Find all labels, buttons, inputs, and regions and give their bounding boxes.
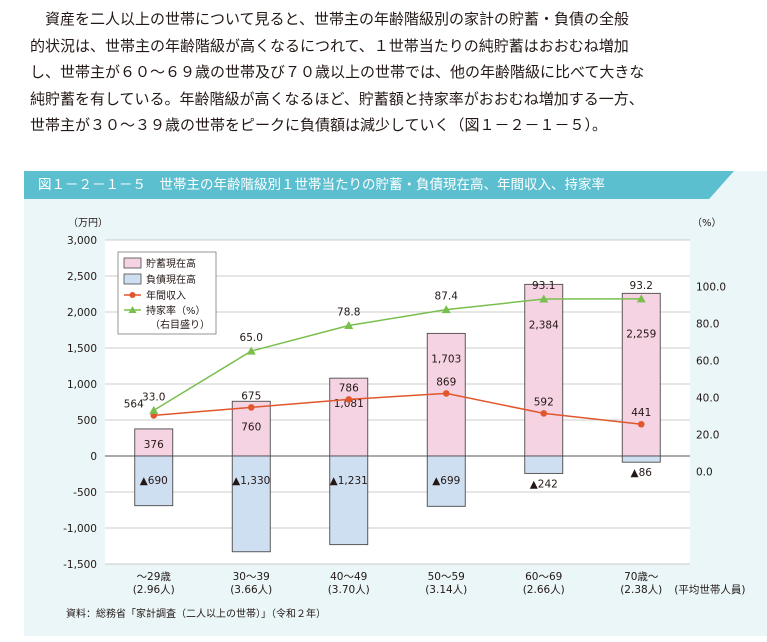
debt-value-label: ▲242 (530, 478, 558, 490)
income-value-label: 441 (631, 407, 651, 419)
category-label: 30～39 (233, 571, 270, 583)
income-point (540, 410, 548, 417)
debt-bar (134, 455, 174, 507)
left-tick-label: 3,000 (67, 235, 97, 247)
left-tick-label: 2,000 (67, 307, 97, 319)
debt-value-label: ▲1,330 (232, 475, 270, 487)
legend-ownership-note: （右目盛り） (150, 318, 210, 331)
ownership-line (153, 298, 642, 411)
paragraph-line: 純貯蓄を有している。年齢階級が高くなるほど、貯蓄額と持家率がおおむね増加する一方… (30, 89, 644, 108)
legend-savings-swatch (123, 257, 142, 269)
income-point (345, 396, 353, 403)
right-tick-label: 40.0 (696, 392, 719, 404)
paragraph-line: し、世帯主が６０～６９歳の世帯及び７０歳以上の世帯では、他の年齢階級に比べて大き… (30, 63, 645, 81)
paragraph-line: 世帯主が３０～３９歳の世帯をピークに負債額は減少していく（図１－２－１－５）。 (30, 116, 608, 134)
category-label: ～29歳 (137, 571, 172, 583)
left-tick-label: -1,000 (63, 523, 97, 535)
category-label: 40～49 (330, 571, 367, 583)
savings-value-label: 2,384 (529, 319, 559, 331)
income-point (442, 390, 450, 397)
ownership-point (441, 305, 451, 314)
left-tick-label: 500 (77, 415, 97, 427)
category-persons-label: (2.96人) (133, 584, 175, 596)
left-tick-label: 1,500 (67, 343, 97, 355)
left-tick-label: -1,500 (63, 559, 97, 571)
ownership-point (539, 294, 549, 303)
body-paragraph: 資産を二人以上の世帯について見ると、世帯主の年齢階級別の家計の貯蓄・負債の全般 … (30, 6, 760, 139)
figure-header-band (24, 171, 734, 199)
legend-debt-label: 負債現在高 (146, 273, 196, 286)
category-persons-label: (3.70人) (328, 584, 370, 596)
income-value-label: 592 (534, 396, 554, 408)
debt-bar (621, 455, 661, 463)
category-persons-label: (2.38人) (620, 584, 662, 596)
ownership-point (246, 346, 256, 355)
savings-value-label: 760 (241, 421, 261, 433)
figure-title: 図１－２－１－５ 世帯主の年齢階級別１世帯当たりの貯蓄・負債現在高、年間収入、持… (38, 177, 605, 193)
paragraph-line: 的状況は、世帯主の年齢階級が高くなるにつれて、１世帯当たりの純貯蓄はおおむね増加 (30, 36, 629, 55)
income-value-label: 786 (339, 382, 359, 394)
income-line (153, 392, 642, 425)
paragraph-line: 資産を二人以上の世帯について見ると、世帯主の年齢階級別の家計の貯蓄・負債の全般 (30, 10, 629, 28)
debt-value-label: ▲690 (140, 475, 168, 487)
category-label: 50～59 (428, 571, 465, 583)
ownership-value-label: 78.8 (337, 307, 360, 319)
income-value-label: 869 (436, 376, 456, 388)
category-persons-label: (3.66人) (230, 584, 272, 596)
left-tick-label: 1,000 (67, 379, 97, 391)
category-persons-label: (2.66人) (523, 584, 565, 596)
debt-value-label: ▲699 (432, 475, 460, 487)
legend-income-marker (129, 292, 136, 298)
savings-bar (621, 292, 661, 457)
income-point (637, 420, 645, 428)
savings-value-label: 1,081 (334, 398, 364, 410)
legend-ownership-marker (128, 306, 137, 313)
debt-value-label: ▲1,231 (330, 475, 368, 487)
savings-value-label: 2,259 (626, 328, 656, 340)
ownership-value-label: 65.0 (240, 332, 263, 344)
category-label: 70歳～ (624, 571, 659, 583)
category-persons-label: (3.14人) (425, 584, 467, 596)
income-point (247, 404, 255, 411)
savings-value-label: 376 (144, 439, 164, 451)
savings-bar (329, 377, 369, 457)
right-tick-label: 0.0 (696, 466, 713, 478)
figure-source: 資料：総務省「家計調査（二人以上の世帯）」（令和２年） (66, 609, 326, 620)
debt-bar (524, 455, 564, 474)
debt-bar (231, 455, 271, 553)
legend-debt-swatch (123, 273, 142, 285)
legend-savings-label: 貯蓄現在高 (146, 257, 196, 270)
income-value-label: 675 (241, 390, 261, 402)
ownership-value-label: 33.0 (142, 391, 165, 403)
ownership-value-label: 87.4 (435, 291, 459, 303)
debt-value-label: ▲86 (631, 467, 653, 479)
persons-note: (平均世帯人員) (674, 583, 745, 596)
income-value-label: 564 (124, 398, 144, 410)
right-tick-label: 20.0 (696, 429, 719, 441)
legend-income-label: 年間収入 (146, 289, 186, 302)
right-axis-unit: （%） (692, 217, 722, 229)
left-tick-label: 2,500 (67, 271, 97, 283)
category-label: 60～69 (525, 571, 562, 583)
ownership-point (636, 294, 646, 303)
ownership-point (149, 405, 159, 414)
legend-ownership-label: 持家率（%） (146, 304, 206, 317)
ownership-point (344, 321, 354, 330)
debt-bar (426, 455, 466, 507)
savings-value-label: 1,703 (431, 353, 461, 365)
right-tick-label: 60.0 (696, 355, 719, 367)
ownership-value-label: 93.2 (630, 280, 653, 292)
savings-bar (524, 283, 564, 457)
left-tick-label: -500 (73, 487, 97, 499)
debt-bar (329, 455, 369, 546)
ownership-value-label: 93.1 (532, 280, 555, 292)
right-tick-label: 100.0 (696, 281, 726, 293)
right-tick-label: 80.0 (696, 318, 719, 330)
left-tick-label: 0 (90, 451, 97, 463)
left-axis-unit: （万円） (68, 217, 108, 229)
